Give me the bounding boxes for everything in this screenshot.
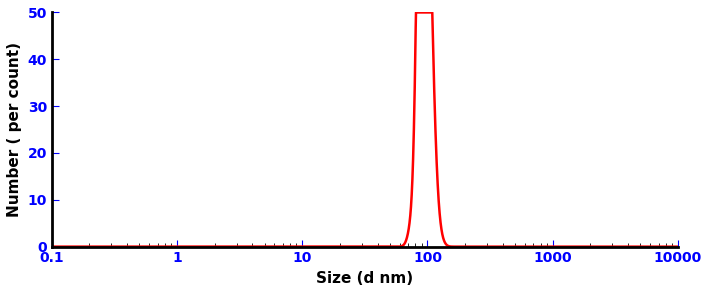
Y-axis label: Number ( per count): Number ( per count) (7, 42, 22, 217)
X-axis label: Size (d nm): Size (d nm) (316, 271, 413, 286)
